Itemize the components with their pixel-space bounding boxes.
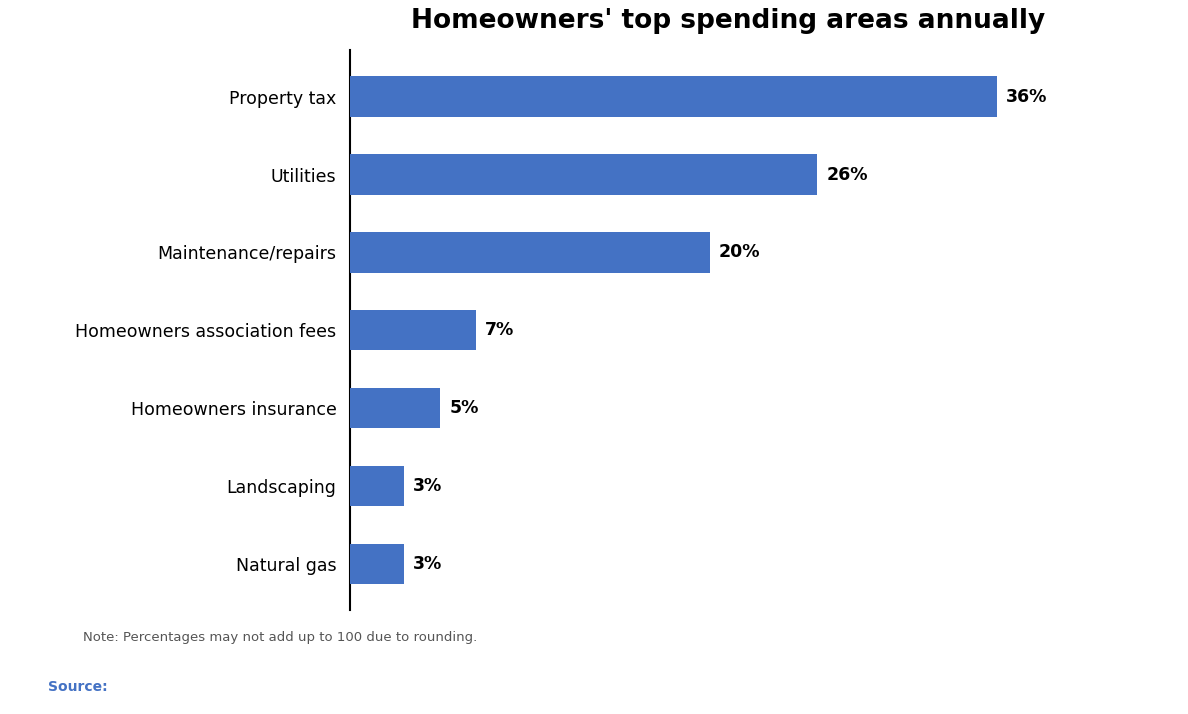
Bar xyxy=(350,466,404,506)
Bar xyxy=(350,543,404,584)
Bar xyxy=(350,310,476,351)
Text: 5%: 5% xyxy=(449,399,479,417)
Text: 7%: 7% xyxy=(485,321,514,339)
Text: Affairs: Affairs xyxy=(1142,678,1188,696)
Bar xyxy=(350,232,709,273)
Bar xyxy=(350,154,817,195)
Title: Homeowners' top spending areas annually: Homeowners' top spending areas annually xyxy=(411,8,1044,34)
Text: Consumer: Consumer xyxy=(1063,678,1164,696)
Bar xyxy=(350,76,997,117)
Text: Survey of 1,018 adults in the U.S.: Survey of 1,018 adults in the U.S. xyxy=(113,680,350,694)
Text: Source:: Source: xyxy=(48,680,107,694)
Bar xyxy=(350,388,441,428)
Text: 26%: 26% xyxy=(827,166,868,183)
Text: Note: Percentages may not add up to 100 due to rounding.: Note: Percentages may not add up to 100 … xyxy=(83,631,478,645)
Text: 36%: 36% xyxy=(1006,88,1048,106)
Text: 3%: 3% xyxy=(413,477,443,495)
Text: 3%: 3% xyxy=(413,555,443,573)
Text: 20%: 20% xyxy=(719,243,760,261)
